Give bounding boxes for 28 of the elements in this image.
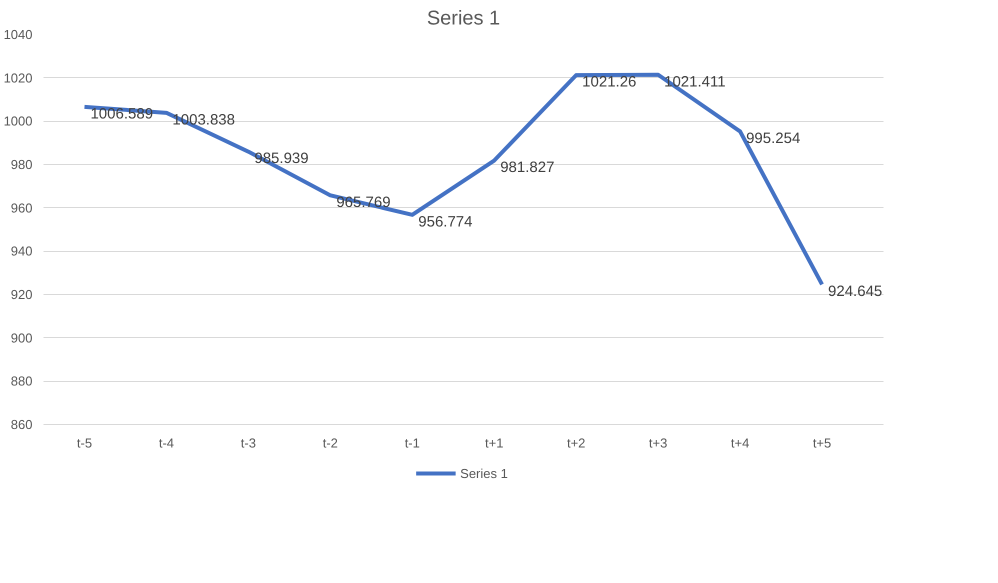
data-label: 924.645 bbox=[828, 282, 882, 300]
line-series bbox=[82, 72, 824, 286]
x-tick-label: t-2 bbox=[322, 436, 338, 450]
y-tick-label: 900 bbox=[10, 330, 33, 346]
y-tick-label: 880 bbox=[10, 374, 33, 389]
y-tick-label: 940 bbox=[10, 244, 33, 259]
x-tick-label: t+3 bbox=[648, 436, 668, 450]
y-tick-label: 1000 bbox=[4, 114, 32, 129]
y-tick-label: 960 bbox=[10, 200, 33, 216]
data-label: 1021.26 bbox=[582, 74, 636, 91]
x-tick-label: t-1 bbox=[404, 436, 420, 450]
chart-title: Series 1 bbox=[426, 8, 500, 30]
x-tick-label: t-5 bbox=[76, 436, 92, 450]
y-tick-label: 860 bbox=[10, 417, 33, 432]
y-tick-label: 1040 bbox=[4, 27, 32, 42]
x-tick-label: t-3 bbox=[240, 436, 256, 450]
x-tick-label: t-4 bbox=[158, 436, 174, 450]
data-label: 956.774 bbox=[418, 213, 473, 230]
x-tick-label: t+4 bbox=[730, 436, 750, 450]
x-tick-label: t+1 bbox=[485, 436, 504, 450]
legend-label: Series 1 bbox=[460, 466, 508, 480]
data-label: 981.827 bbox=[500, 159, 554, 176]
y-tick-label: 1020 bbox=[4, 70, 32, 86]
y-tick-label: 920 bbox=[10, 287, 33, 302]
x-tick-label: t+2 bbox=[566, 436, 586, 450]
data-label: 995.254 bbox=[746, 130, 800, 147]
x-tick-label: t+5 bbox=[812, 436, 832, 450]
y-tick-label: 980 bbox=[10, 157, 33, 172]
